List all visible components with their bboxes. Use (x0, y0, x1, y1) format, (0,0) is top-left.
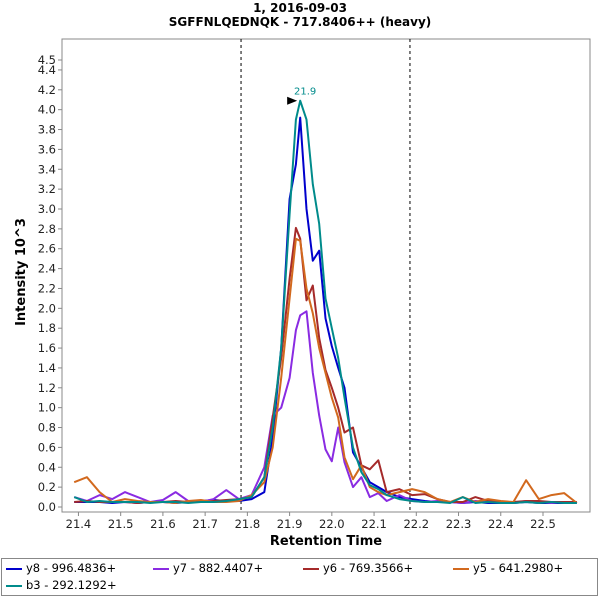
y-tick-label: 4.0 (38, 103, 56, 117)
legend-label: y5 - 641.2980+ (473, 561, 564, 575)
y-tick-label: 4.2 (38, 83, 56, 97)
y-tick-label: 2.4 (38, 262, 56, 276)
y-tick-label: 0.2 (38, 480, 56, 494)
legend-item[interactable]: y5 - 641.2980+ (453, 561, 563, 575)
y-tick-label: 3.8 (38, 123, 56, 137)
legend-swatch (453, 567, 469, 570)
plot-area (61, 38, 591, 513)
x-tick-label: 21.4 (66, 517, 92, 531)
y-tick-label: 2.8 (38, 222, 56, 236)
y-tick-label: 1.8 (38, 321, 56, 335)
x-tick-label: 22.1 (361, 517, 387, 531)
legend-label: y7 - 882.4407+ (173, 561, 264, 575)
y-tick-label: 3.2 (38, 182, 56, 196)
y-tick-label: 1.6 (38, 341, 56, 355)
y-axis: 0.0 0.2 0.4 0.6 0.8 1.0 1.2 1.4 1.6 1.8 2.0 2.2 2.4 2… (38, 53, 62, 514)
peak-annotation: 21.9 (287, 87, 316, 105)
y-tick-label: 2.2 (38, 281, 56, 295)
legend-swatch (6, 567, 22, 570)
x-tick-label: 21.9 (277, 517, 303, 531)
y-tick-label: 2.6 (38, 242, 56, 256)
x-tick-label: 21.7 (192, 517, 218, 531)
legend-swatch (303, 567, 319, 570)
legend: y8 - 996.4836+ y7 - 882.4407+ y6 - 769.356… (1, 558, 598, 596)
y-tick-label: 2.0 (38, 301, 56, 315)
chart-title-date: 1, 2016-09-03 (253, 1, 347, 15)
y-tick-label: 1.2 (38, 381, 56, 395)
series-lines[interactable] (73, 99, 578, 504)
legend-item[interactable]: y7 - 882.4407+ (153, 561, 263, 575)
peak-label: 21.9 (294, 87, 316, 98)
y-tick-label: 0.6 (38, 440, 56, 454)
x-tick-label: 22.4 (488, 517, 514, 531)
legend-label: b3 - 292.1292+ (26, 578, 117, 592)
legend-label: y8 - 996.4836+ (26, 561, 117, 575)
x-tick-label: 22.0 (319, 517, 345, 531)
y-tick-label: 3.0 (38, 202, 56, 216)
x-axis-label: Retention Time (270, 534, 382, 549)
legend-swatch (6, 584, 22, 587)
x-tick-label: 21.8 (235, 517, 261, 531)
x-tick-label: 22.2 (403, 517, 429, 531)
x-tick-label: 22.5 (530, 517, 556, 531)
y-tick-label: 0.8 (38, 421, 56, 435)
x-axis: 21.4 21.5 21.6 21.7 21.8 21.9 22.0 22.1 22.2 22.3… (66, 512, 556, 531)
legend-swatch (153, 567, 169, 570)
legend-item[interactable]: y6 - 769.3566+ (303, 561, 413, 575)
y-tick-label: 3.6 (38, 142, 56, 156)
y-tick-label: 0.4 (38, 460, 56, 474)
integration-boundaries (240, 39, 411, 512)
y-tick-label: 3.4 (38, 162, 56, 176)
y-tick-label: 1.0 (38, 401, 56, 415)
y-tick-label: 4.4 (38, 63, 56, 77)
chart-title-peptide: SGFFNLQEDNQK - 717.8406++ (heavy) (168, 15, 432, 29)
y-axis-label: Intensity 10^3 (14, 218, 29, 326)
legend-label: y6 - 769.3566+ (323, 561, 414, 575)
y-tick-label: 0.0 (38, 500, 56, 514)
x-tick-label: 22.3 (446, 517, 472, 531)
x-tick-label: 21.6 (150, 517, 176, 531)
series-line-5[interactable] (73, 99, 577, 504)
legend-item[interactable]: y8 - 996.4836+ (6, 561, 116, 575)
y-tick-label: 1.4 (38, 361, 56, 375)
x-tick-label: 21.5 (108, 517, 134, 531)
legend-item[interactable]: b3 - 292.1292+ (6, 578, 117, 592)
peak-marker-icon (287, 96, 298, 105)
y-tick-label: 4.5 (38, 53, 56, 67)
